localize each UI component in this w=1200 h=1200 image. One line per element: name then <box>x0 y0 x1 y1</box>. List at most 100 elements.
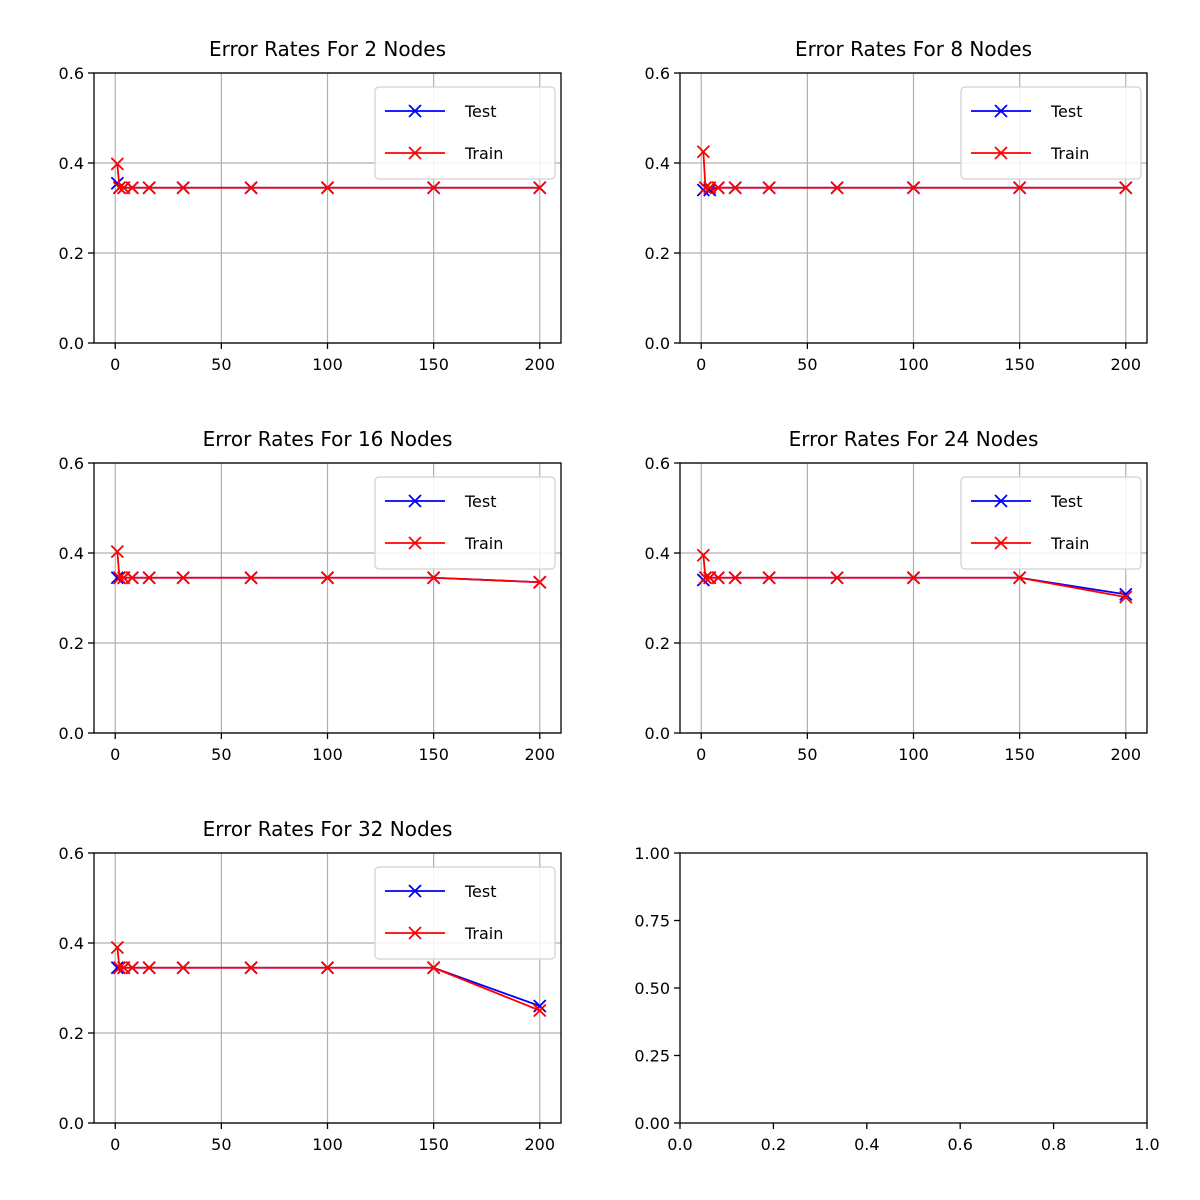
y-tick-label: 0.0 <box>59 1114 84 1133</box>
x-tick-label: 0 <box>110 355 120 374</box>
data-point <box>698 181 713 195</box>
y-tick-label: 0.6 <box>645 64 670 83</box>
data-point <box>728 181 742 195</box>
chart-title: Error Rates For 2 Nodes <box>209 37 446 61</box>
data-point <box>112 181 127 195</box>
data-point <box>176 571 190 585</box>
x-tick-label: 200 <box>1110 355 1141 374</box>
y-tick-label: 0.0 <box>59 334 84 353</box>
data-point <box>1013 571 1027 585</box>
y-tick-label: 0.50 <box>634 979 670 998</box>
x-tick-label: 50 <box>211 1135 231 1154</box>
series-line <box>116 551 540 584</box>
y-tick-label: 0.00 <box>634 1114 670 1133</box>
y-tick-label: 0.0 <box>59 724 84 743</box>
x-tick-label: 0 <box>110 1135 120 1154</box>
y-tick-label: 0.75 <box>634 912 670 931</box>
y-tick-label: 0.4 <box>59 544 84 563</box>
x-tick-label: 100 <box>312 745 343 764</box>
x-tick-label: 0.2 <box>761 1135 786 1154</box>
data-point <box>762 571 776 585</box>
data-point <box>110 940 124 955</box>
data-point <box>1013 181 1027 195</box>
legend: Test Train <box>960 476 1142 570</box>
data-point <box>320 961 335 975</box>
legend-label: Test <box>464 882 497 901</box>
data-point <box>110 571 124 585</box>
data-point <box>533 181 547 195</box>
data-point <box>1119 587 1133 602</box>
x-tick-label: 0.4 <box>854 1135 879 1154</box>
legend-marker <box>408 536 422 550</box>
subplot-3: 0 50 100 150 200 0.0 0.2 0.4 0.6 Error Rates For … <box>59 427 562 764</box>
legend-label: Train <box>1050 534 1089 553</box>
data-point <box>426 181 441 195</box>
data-point <box>906 571 921 585</box>
y-tick-label: 0.0 <box>645 724 670 743</box>
data-point <box>110 157 124 171</box>
y-tick-label: 0.4 <box>645 544 670 563</box>
x-tick-label: 0.8 <box>1041 1135 1066 1154</box>
data-point <box>426 571 441 585</box>
legend-item-test: Test <box>385 102 497 121</box>
legend-label: Test <box>464 492 497 511</box>
data-point <box>533 1003 547 1018</box>
legend-box <box>960 476 1142 570</box>
series-train <box>110 157 547 195</box>
legend-item-test: Test <box>971 492 1083 511</box>
data-point <box>830 181 844 195</box>
data-point <box>906 181 921 195</box>
x-tick-label: 200 <box>524 1135 555 1154</box>
data-point <box>696 548 710 562</box>
axes-frame <box>679 852 1148 1124</box>
legend-label: Test <box>1050 102 1083 121</box>
legend-item-train: Train <box>385 534 503 553</box>
chart-title: Error Rates For 24 Nodes <box>789 427 1039 451</box>
x-tick-label: 100 <box>312 355 343 374</box>
data-point <box>533 575 547 589</box>
legend-item-train: Train <box>971 144 1089 163</box>
legend: Test Train <box>374 866 556 960</box>
x-tick-label: 100 <box>898 355 929 374</box>
y-tick-label: 0.2 <box>645 634 670 653</box>
y-tick-label: 0.6 <box>59 454 84 473</box>
data-point <box>142 181 156 195</box>
legend-item-test: Test <box>385 492 497 511</box>
x-tick-label: 1.0 <box>1134 1135 1159 1154</box>
data-point <box>426 961 441 975</box>
data-point <box>711 571 725 585</box>
x-tick-label: 200 <box>524 355 555 374</box>
legend-label: Train <box>1050 144 1089 163</box>
legend-marker <box>408 884 422 898</box>
y-tick-label: 1.00 <box>634 844 670 863</box>
data-point <box>112 571 127 585</box>
y-tick-label: 0.4 <box>59 154 84 173</box>
data-point <box>244 961 258 975</box>
data-point <box>698 571 713 585</box>
series-train <box>110 940 547 1018</box>
x-tick-label: 150 <box>1004 745 1035 764</box>
subplot-6: 0.0 0.2 0.4 0.6 0.8 1.0 0.00 0.25 0.50 0.75 1.00 <box>634 844 1159 1154</box>
data-point <box>830 571 844 585</box>
data-point <box>176 181 190 195</box>
legend-item-test: Test <box>971 102 1083 121</box>
x-tick-label: 150 <box>418 1135 449 1154</box>
series-line <box>116 163 540 189</box>
data-point <box>728 571 742 585</box>
legend-marker <box>994 494 1008 508</box>
data-point <box>125 181 139 195</box>
x-tick-label: 150 <box>418 355 449 374</box>
legend-label: Test <box>464 102 497 121</box>
y-tick-label: 0.6 <box>645 454 670 473</box>
y-tick-label: 0.2 <box>59 634 84 653</box>
legend-label: Test <box>1050 492 1083 511</box>
legend-item-train: Train <box>385 144 503 163</box>
y-tick-label: 0.4 <box>59 934 84 953</box>
series-line <box>702 555 1126 598</box>
x-tick-label: 150 <box>418 745 449 764</box>
y-tick-label: 0.2 <box>59 1024 84 1043</box>
series-train <box>110 545 547 589</box>
data-point <box>1119 181 1133 195</box>
data-point <box>320 571 335 585</box>
